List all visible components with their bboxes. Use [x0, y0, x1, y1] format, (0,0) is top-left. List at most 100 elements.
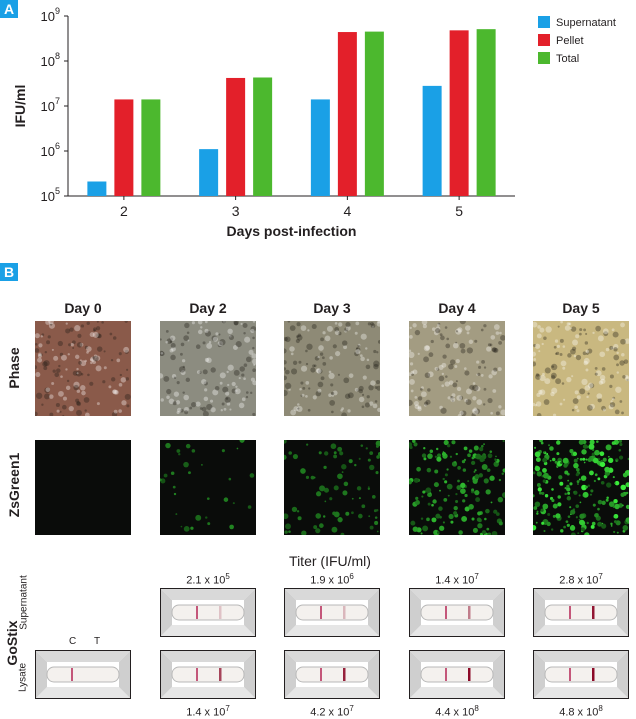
- green-cell: [621, 504, 624, 507]
- phase-cell: [243, 377, 246, 381]
- phase-cell: [86, 346, 92, 352]
- phase-cell: [49, 394, 54, 399]
- green-cell: [348, 459, 353, 464]
- phase-cell: [492, 389, 497, 393]
- phase-cell: [337, 331, 342, 336]
- phase-cell: [452, 342, 459, 349]
- y-tick-label: 106: [41, 141, 60, 159]
- phase-cell: [600, 378, 606, 384]
- green-cell: [318, 451, 322, 455]
- phase-cell: [441, 372, 445, 376]
- phase-cell: [355, 347, 359, 350]
- phase-cell: [370, 323, 376, 329]
- green-cell: [487, 453, 493, 459]
- phase-cell: [564, 325, 571, 331]
- green-cell: [443, 498, 448, 502]
- phase-cell: [489, 343, 493, 347]
- phase-cell: [51, 381, 55, 385]
- cassette-bevel-left: [161, 651, 172, 698]
- test-line: [592, 606, 595, 619]
- phase-cell: [112, 389, 117, 394]
- phase-cell: [557, 325, 560, 328]
- phase-cell: [611, 328, 615, 332]
- phase-cell: [613, 347, 618, 352]
- phase-cell: [584, 385, 591, 391]
- phase-cell: [250, 326, 256, 332]
- green-cell: [333, 454, 338, 459]
- phase-cell: [609, 402, 616, 408]
- phase-cell: [243, 363, 248, 367]
- green-cell: [502, 440, 505, 443]
- green-cell: [413, 477, 419, 483]
- green-cell: [610, 525, 613, 527]
- green-cell: [484, 517, 487, 521]
- green-cell: [474, 474, 480, 480]
- green-cell: [604, 466, 610, 473]
- phase-cell: [296, 405, 303, 412]
- phase-cell: [222, 386, 229, 393]
- phase-cell: [284, 336, 288, 342]
- green-cell: [600, 459, 603, 463]
- phase-cell: [189, 406, 193, 410]
- phase-cell: [581, 378, 588, 386]
- phase-cell: [536, 413, 542, 416]
- green-cell: [575, 516, 578, 519]
- phase-cell: [608, 404, 614, 410]
- phase-cell: [114, 390, 119, 395]
- green-cell: [170, 471, 175, 476]
- phase-cell: [45, 321, 51, 325]
- legend-swatch-supernatant: [538, 16, 550, 28]
- phase-cell: [360, 333, 367, 340]
- supernatant-titer-2: 1.4 x 107: [435, 572, 479, 587]
- phase-cell: [110, 358, 114, 362]
- green-cell: [453, 511, 458, 516]
- phase-cell: [232, 345, 238, 350]
- phase-cell: [198, 370, 202, 375]
- green-cell: [566, 484, 570, 489]
- phase-cell: [409, 362, 414, 366]
- phase-cell: [35, 348, 40, 353]
- phase-cell: [420, 388, 423, 391]
- phase-cell: [601, 405, 606, 411]
- phase-cell: [126, 368, 129, 371]
- phase-cell: [579, 388, 586, 395]
- phase-cell: [409, 378, 415, 385]
- supernatant-titer-1: 1.9 x 106: [310, 572, 354, 587]
- green-cell: [329, 497, 333, 501]
- phase-cell: [177, 407, 182, 413]
- lysate-cassette-0: [160, 650, 256, 699]
- green-cell: [622, 472, 628, 478]
- phase-cell: [472, 396, 477, 401]
- green-cell: [570, 532, 576, 535]
- phase-cell: [166, 338, 173, 344]
- phase-cell: [290, 409, 297, 416]
- phase-cell: [358, 385, 364, 391]
- green-cell: [421, 453, 427, 458]
- phase-cell: [47, 335, 51, 339]
- green-cell: [446, 483, 453, 490]
- phase-cell: [365, 347, 368, 350]
- phase-cell: [343, 377, 350, 384]
- green-cell: [581, 484, 587, 491]
- phase-cell: [476, 360, 480, 364]
- phase-cell: [585, 349, 589, 354]
- phase-cell: [409, 335, 413, 339]
- green-cell: [563, 463, 568, 468]
- phase-cell: [410, 370, 415, 375]
- green-cell: [358, 457, 361, 460]
- phase-cell: [616, 363, 619, 367]
- green-cell: [535, 521, 538, 524]
- phase-cell: [611, 397, 615, 401]
- green-cell: [474, 469, 477, 472]
- green-cell: [284, 440, 287, 444]
- cassette-bevel-right: [244, 589, 255, 636]
- phase-cell: [238, 402, 245, 409]
- phase-cell: [160, 351, 164, 355]
- phase-cell: [180, 342, 185, 347]
- phase-cell: [575, 334, 580, 339]
- green-cell: [569, 482, 573, 486]
- green-cell: [330, 443, 337, 450]
- supernatant-titer-3: 2.8 x 107: [559, 572, 603, 587]
- phase-cell: [300, 325, 307, 331]
- green-cell: [564, 492, 567, 496]
